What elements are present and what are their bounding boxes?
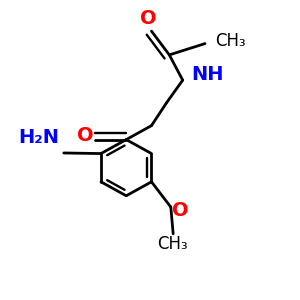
Text: O: O bbox=[172, 200, 189, 220]
Text: O: O bbox=[77, 126, 94, 145]
Text: CH₃: CH₃ bbox=[215, 32, 246, 50]
Text: H₂N: H₂N bbox=[18, 128, 59, 147]
Text: CH₃: CH₃ bbox=[157, 235, 188, 253]
Text: O: O bbox=[140, 8, 157, 28]
Text: NH: NH bbox=[191, 65, 224, 84]
